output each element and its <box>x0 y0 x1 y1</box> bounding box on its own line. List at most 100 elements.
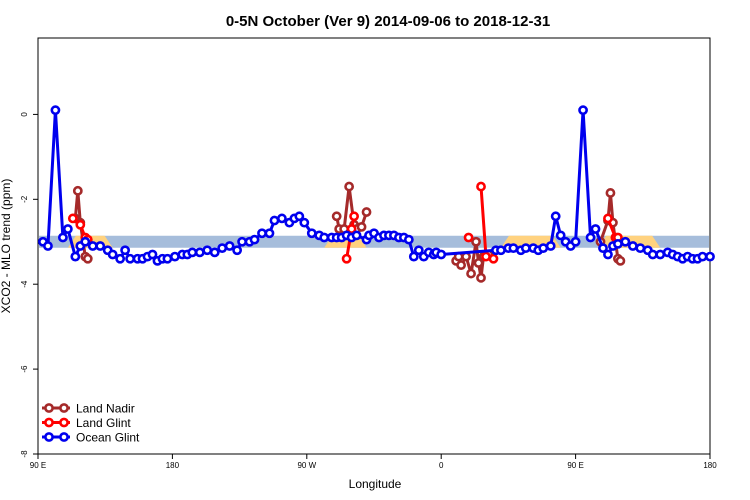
data-point <box>57 232 68 243</box>
chart-title: 0-5N October (Ver 9) 2014-09-06 to 2018-… <box>226 13 550 30</box>
x-tick-label: 90 W <box>297 461 316 470</box>
series-line <box>479 186 494 261</box>
data-point <box>538 243 549 254</box>
data-point <box>555 230 566 241</box>
plot-frame <box>37 37 711 455</box>
data-point <box>473 258 484 268</box>
data-point <box>319 232 330 243</box>
x-tick-label: 90 E <box>567 461 583 470</box>
data-point <box>341 253 352 264</box>
data-point <box>613 238 623 249</box>
data-point <box>331 211 342 222</box>
legend-marker <box>59 403 69 413</box>
x-axis: 90 E 180 90 W 0 90 E 180 <box>30 454 717 470</box>
legend-item-land-nadir: Land Nadir <box>42 402 135 416</box>
data-point <box>67 213 78 224</box>
data-point <box>50 105 61 116</box>
data-point <box>62 224 73 234</box>
data-point <box>224 241 235 251</box>
y-tick-label: -6 <box>20 365 29 373</box>
data-point <box>356 221 367 232</box>
legend-item-land-glint: Land Glint <box>42 416 131 430</box>
legend-label: Land Nadir <box>76 402 135 416</box>
data-point <box>209 247 220 258</box>
data-point <box>306 228 317 239</box>
data-point <box>603 249 613 260</box>
data-point <box>705 251 715 262</box>
legend-marker <box>59 432 69 442</box>
series-ocean-glint <box>38 105 715 266</box>
data-point <box>570 236 581 247</box>
data-point <box>82 253 93 264</box>
data-point <box>107 249 118 260</box>
series-layer <box>38 105 715 283</box>
y-tick-label: 0 <box>20 112 29 117</box>
y-tick-label: -2 <box>20 195 29 203</box>
legend-marker <box>44 432 54 442</box>
data-point <box>299 217 310 228</box>
data-point <box>237 236 247 247</box>
data-point <box>635 243 646 254</box>
data-point <box>605 188 616 198</box>
x-axis-label: Longitude <box>349 477 402 491</box>
legend-item-ocean-glint: Ocean Glint <box>42 431 140 445</box>
data-point <box>95 241 106 251</box>
data-point <box>80 236 91 247</box>
data-point <box>615 255 626 266</box>
data-point <box>590 224 601 234</box>
data-point <box>120 245 131 256</box>
data-point <box>257 228 267 239</box>
data-point <box>294 211 305 222</box>
x-tick-label: 90 E <box>30 461 46 470</box>
legend-label: Ocean Glint <box>76 431 140 445</box>
data-point <box>125 253 135 264</box>
data-point <box>75 219 86 230</box>
data-point <box>476 272 486 283</box>
data-point <box>277 213 287 224</box>
data-point <box>232 245 243 256</box>
data-point <box>697 251 708 262</box>
legend-marker <box>44 403 54 413</box>
data-point <box>578 105 588 116</box>
data-point <box>87 241 98 251</box>
data-point <box>481 251 491 262</box>
y-tick-label: -4 <box>20 280 29 288</box>
y-axis-label: XCO2 - MLO trend (ppm) <box>0 179 13 314</box>
data-point <box>496 245 506 256</box>
data-point <box>43 241 53 251</box>
data-point <box>598 243 608 254</box>
data-point <box>550 211 561 222</box>
data-point <box>463 232 474 243</box>
data-point <box>72 185 83 196</box>
data-point <box>456 260 467 271</box>
data-point <box>194 247 205 258</box>
data-point <box>508 243 519 254</box>
x-tick-label: 180 <box>166 461 180 470</box>
data-point <box>349 211 359 222</box>
data-point <box>620 236 631 247</box>
data-point <box>249 234 260 245</box>
x-tick-label: 0 <box>439 461 444 470</box>
data-point <box>488 253 499 264</box>
data-point <box>351 230 362 241</box>
data-point <box>585 232 596 243</box>
data-point <box>162 253 173 264</box>
legend-label: Land Glint <box>76 416 131 430</box>
data-point <box>408 251 419 262</box>
data-point <box>471 236 481 247</box>
data-point <box>466 268 476 279</box>
data-point <box>269 215 280 226</box>
data-point <box>169 251 180 262</box>
data-point <box>520 243 531 254</box>
data-point <box>476 181 486 192</box>
data-point <box>545 241 556 251</box>
data-point <box>264 228 275 239</box>
data-point <box>413 245 424 256</box>
data-point <box>202 245 213 256</box>
data-point <box>603 213 613 224</box>
y-tick-label: -8 <box>20 450 29 458</box>
data-point <box>147 249 158 260</box>
data-point <box>403 234 414 245</box>
